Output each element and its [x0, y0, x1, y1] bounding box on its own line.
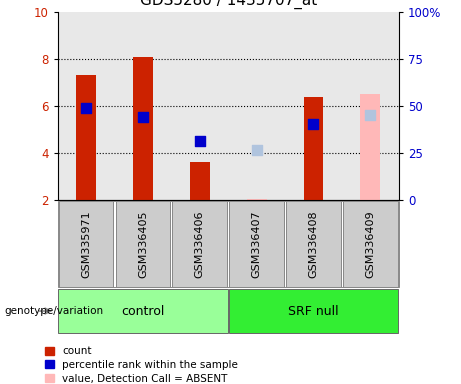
Bar: [76, 75, 96, 200]
Point: [139, 114, 147, 121]
Text: GSM336405: GSM336405: [138, 210, 148, 278]
Point: [253, 147, 260, 153]
Bar: [303, 98, 324, 200]
Text: GSM336409: GSM336409: [365, 210, 375, 278]
Text: GSM335971: GSM335971: [81, 210, 91, 278]
Title: GDS5280 / 1435707_at: GDS5280 / 1435707_at: [140, 0, 317, 9]
Text: GSM336406: GSM336406: [195, 210, 205, 278]
Bar: [133, 57, 153, 200]
FancyBboxPatch shape: [172, 200, 227, 287]
Bar: [361, 94, 380, 200]
Point: [366, 112, 374, 118]
FancyBboxPatch shape: [286, 200, 341, 287]
FancyBboxPatch shape: [343, 200, 398, 287]
Text: SRF null: SRF null: [288, 305, 339, 318]
Legend: count, percentile rank within the sample, value, Detection Call = ABSENT, rank, : count, percentile rank within the sample…: [42, 343, 241, 384]
Text: control: control: [121, 305, 165, 318]
FancyBboxPatch shape: [116, 200, 170, 287]
Bar: [247, 199, 266, 200]
FancyBboxPatch shape: [229, 289, 398, 333]
Text: GSM336408: GSM336408: [308, 210, 319, 278]
Bar: [190, 162, 210, 200]
Point: [196, 138, 203, 144]
FancyBboxPatch shape: [59, 200, 113, 287]
FancyBboxPatch shape: [229, 200, 284, 287]
Point: [310, 121, 317, 127]
Point: [83, 105, 90, 111]
Text: GSM336407: GSM336407: [252, 210, 262, 278]
Text: genotype/variation: genotype/variation: [5, 306, 104, 316]
FancyBboxPatch shape: [58, 289, 228, 333]
